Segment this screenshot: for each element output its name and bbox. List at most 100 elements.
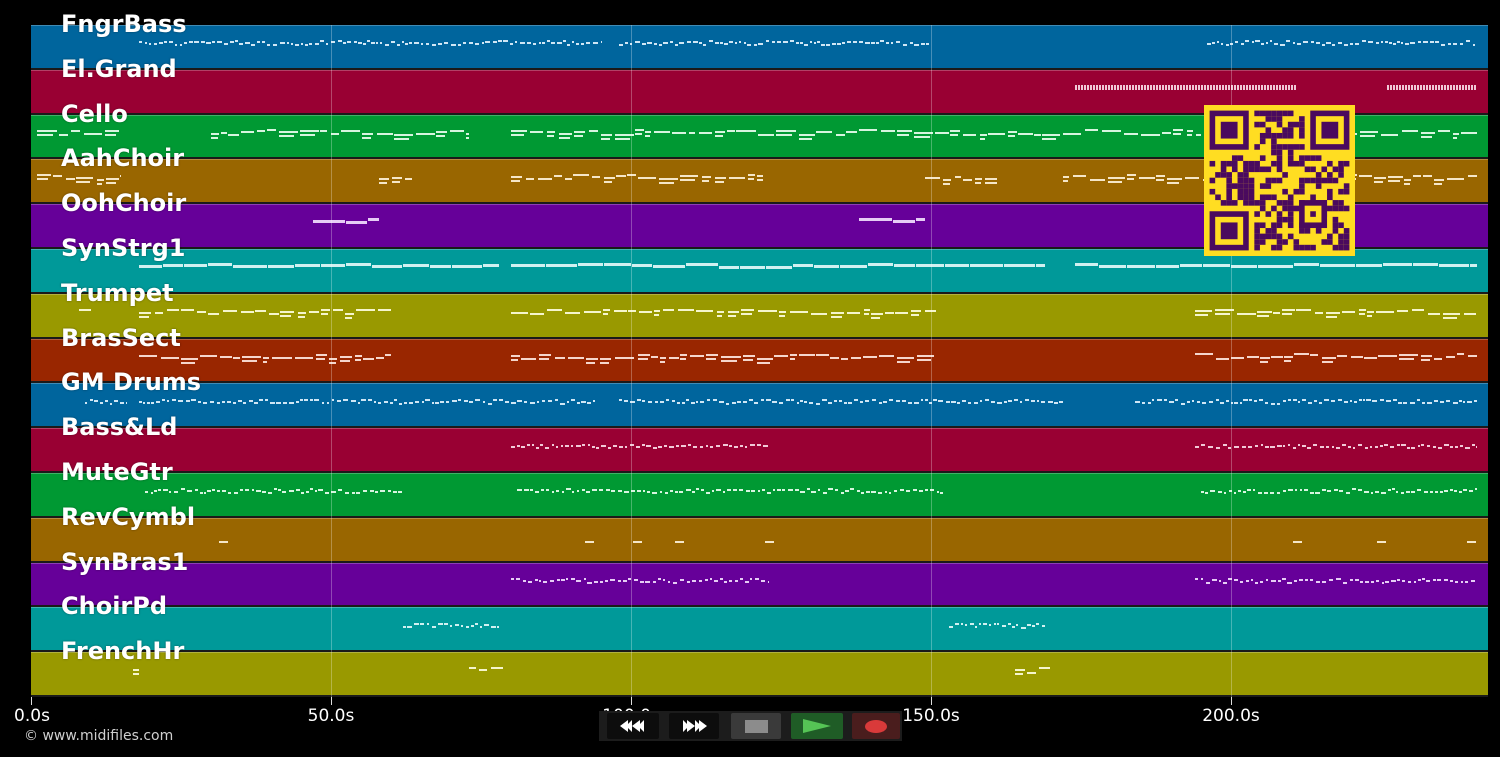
piano-roll[interactable] — [31, 25, 1488, 697]
midi-note — [654, 313, 660, 316]
midi-note — [346, 262, 371, 266]
midi-note — [1310, 353, 1319, 356]
midi-note — [1270, 85, 1272, 91]
midi-note — [636, 445, 640, 448]
midi-note — [1216, 41, 1219, 44]
track-lane[interactable] — [31, 428, 1488, 473]
track-lane[interactable] — [31, 562, 1488, 608]
midi-note — [1054, 402, 1058, 405]
track-lane[interactable] — [31, 293, 1488, 339]
track-lane[interactable] — [31, 517, 1488, 563]
midi-note — [232, 264, 267, 268]
midi-note — [390, 41, 395, 44]
midi-note — [555, 356, 566, 359]
midi-note — [1291, 85, 1293, 91]
midi-note — [475, 43, 479, 46]
midi-note — [373, 401, 376, 404]
midi-note — [599, 489, 604, 492]
midi-note — [269, 401, 275, 404]
midi-note — [1343, 400, 1349, 403]
midi-note — [1265, 401, 1269, 404]
midi-note — [868, 262, 894, 266]
midi-note — [858, 129, 878, 132]
midi-note — [1284, 359, 1292, 362]
track-lane[interactable] — [31, 473, 1488, 518]
rewind-button[interactable] — [607, 713, 659, 739]
midi-note — [516, 578, 521, 581]
midi-note — [1450, 445, 1454, 448]
midi-note — [804, 400, 808, 403]
midi-note — [511, 175, 523, 178]
midi-note — [729, 40, 734, 43]
midi-note — [298, 316, 305, 319]
midi-note — [1371, 581, 1374, 584]
midi-note — [542, 581, 548, 584]
midi-note — [722, 490, 726, 493]
midi-note — [492, 41, 497, 44]
midi-note — [1459, 445, 1463, 448]
midi-note — [709, 578, 713, 581]
midi-note — [1381, 491, 1386, 494]
midi-note — [1264, 492, 1269, 495]
midi-note — [280, 42, 285, 45]
track-lane[interactable] — [31, 383, 1488, 429]
midi-note — [1230, 42, 1233, 45]
midi-note — [821, 399, 827, 402]
midi-note — [525, 177, 535, 180]
midi-note — [1413, 263, 1439, 267]
midi-note — [1319, 402, 1322, 405]
midi-note — [616, 174, 627, 177]
midi-note — [680, 357, 686, 360]
midi-note — [438, 43, 442, 46]
midi-note — [545, 447, 550, 450]
midi-note — [1294, 85, 1296, 91]
track-lane[interactable] — [31, 249, 1488, 294]
midi-note — [1196, 400, 1201, 403]
midi-note — [216, 402, 220, 405]
midi-note — [223, 310, 238, 313]
midi-note — [757, 43, 763, 46]
track-lane[interactable] — [31, 607, 1488, 653]
midi-note — [688, 443, 691, 446]
track-lane[interactable] — [31, 25, 1488, 70]
midi-note — [1349, 578, 1353, 581]
stop-button[interactable] — [731, 713, 781, 739]
record-button[interactable] — [852, 713, 900, 739]
fast-forward-button[interactable] — [669, 713, 719, 739]
midi-note — [1257, 491, 1262, 494]
midi-note — [330, 41, 335, 44]
midi-note — [358, 41, 362, 44]
midi-note — [276, 402, 282, 405]
midi-note — [1443, 578, 1448, 581]
midi-note — [1471, 443, 1475, 446]
track-label: RevCymbl — [61, 502, 196, 531]
track-lane[interactable] — [31, 652, 1488, 697]
midi-note — [1041, 400, 1046, 403]
midi-note — [540, 489, 544, 492]
midi-note — [1387, 179, 1400, 182]
qr-code[interactable] — [1204, 105, 1355, 256]
play-button[interactable] — [791, 713, 843, 739]
midi-note — [1016, 623, 1019, 626]
track-lane[interactable] — [31, 338, 1488, 384]
midi-note — [1423, 41, 1429, 44]
midi-note — [1377, 541, 1386, 544]
midi-note — [37, 174, 52, 177]
midi-note — [262, 360, 268, 363]
midi-note — [1248, 445, 1252, 448]
midi-note — [1423, 85, 1425, 91]
midi-note — [546, 40, 550, 43]
midi-note — [163, 488, 168, 491]
midi-note — [188, 40, 193, 43]
midi-note — [1387, 488, 1391, 491]
midi-note — [550, 42, 556, 45]
midi-note — [1423, 175, 1433, 178]
midi-note — [535, 491, 540, 494]
midi-note — [751, 489, 756, 492]
midi-note — [1282, 312, 1293, 315]
midi-note — [1195, 578, 1199, 581]
midi-note — [663, 42, 668, 45]
midi-note — [765, 541, 774, 544]
midi-note — [811, 312, 828, 315]
track-label: OohChoir — [61, 189, 187, 218]
